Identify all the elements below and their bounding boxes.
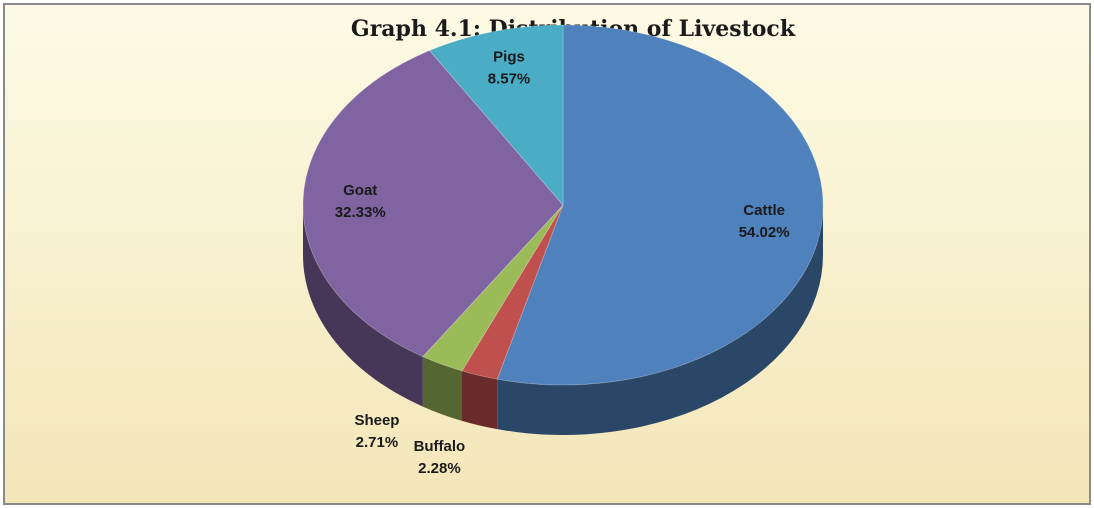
slice-side — [303, 205, 423, 407]
slice-value-label: 2.28% — [418, 460, 461, 477]
slice-label: Buffalo — [414, 438, 466, 455]
slice-label: Goat — [343, 182, 377, 199]
slice — [461, 204, 564, 380]
slice-value-label: 54.02% — [739, 224, 790, 241]
slice — [496, 24, 824, 386]
slice-label: Cattle — [743, 202, 785, 219]
slice-value-label: 8.57% — [488, 71, 531, 88]
slice — [302, 50, 564, 358]
slice-side — [422, 356, 462, 421]
slice — [428, 24, 564, 207]
slice — [422, 204, 564, 372]
slice-label: Sheep — [354, 412, 399, 429]
slice-value-label: 32.33% — [335, 204, 386, 221]
slice-side — [461, 370, 498, 430]
slice-value-label: 2.71% — [356, 434, 399, 451]
slice-label: Pigs — [493, 49, 525, 66]
slice-side — [497, 205, 823, 436]
